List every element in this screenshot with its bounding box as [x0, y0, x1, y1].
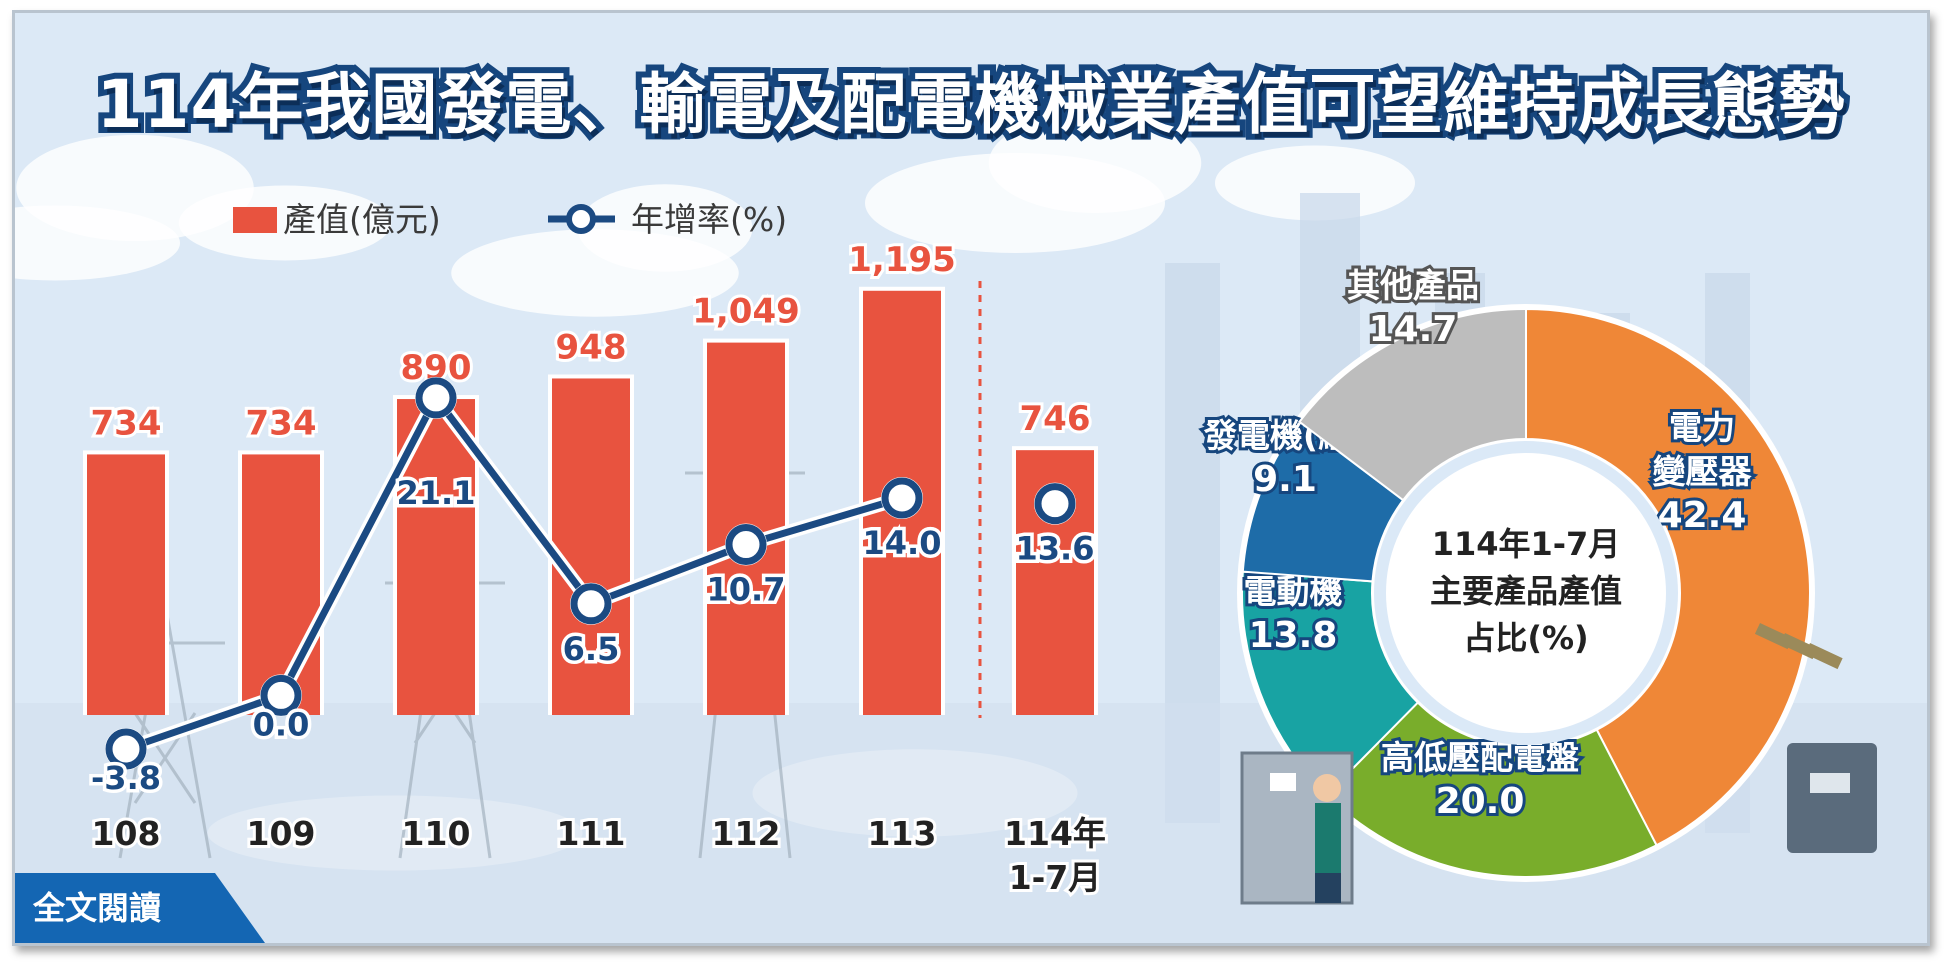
growth-value-label: 10.7 — [707, 571, 786, 609]
bushing-shape — [1804, 642, 1843, 670]
infographic-frame: 產值(億元) 年增率(%) 734 734 890 948 1,049 1,195 746 -3.… — [12, 10, 1930, 946]
growth-marker — [881, 477, 923, 519]
growth-marker — [260, 674, 302, 716]
growth-value-label: 21.1 — [397, 474, 476, 512]
donut-center-label: 主要產品產值 — [1430, 572, 1622, 610]
growth-marker — [570, 583, 612, 625]
donut-slice-label: 變壓器 — [1653, 452, 1753, 491]
combo-chart: 產值(億元) 年增率(%)734 7348909481,0491,195746-3.… — [83, 200, 1109, 900]
growth-marker — [1034, 483, 1076, 525]
donut-center-label: 占比(%) — [1463, 619, 1588, 657]
growth-value-label: -3.8 — [91, 759, 161, 797]
legend-label-line: 年增率(%) — [631, 200, 787, 239]
x-axis-label: 109 — [247, 814, 316, 853]
donut-slice-label: 9.1 — [1253, 459, 1317, 500]
legend-swatch-marker — [566, 204, 596, 234]
donut-slice-label: 20.0 — [1436, 781, 1525, 822]
growth-marker — [725, 524, 767, 566]
chart-canvas: 產值(億元) 年增率(%)734 7348909481,0491,195746-3.… — [15, 113, 1927, 943]
donut-slice-label: 電力 — [1669, 408, 1735, 447]
bar — [242, 454, 320, 715]
donut-center — [1386, 453, 1666, 733]
cloud-shape — [988, 113, 1202, 213]
bar-value-label: 1,049 — [692, 292, 800, 332]
legend-swatch-bar — [233, 207, 277, 233]
x-axis-label: 113 — [868, 814, 937, 853]
donut-center-label: 114年1-7月 — [1432, 525, 1621, 563]
growth-value-label: 14.0 — [863, 524, 942, 562]
chart-legend: 產值(億元) 年增率(%) — [233, 200, 787, 239]
x-axis-label: 114年 — [1004, 814, 1106, 853]
bar-value-label: 734 — [91, 403, 162, 443]
bar-value-label: 1,195 — [848, 240, 956, 280]
bar-value-label: 948 — [556, 327, 627, 367]
growth-marker — [415, 377, 457, 419]
x-axis-label: 108 — [92, 814, 161, 853]
donut-slice — [1241, 570, 1420, 797]
growth-line — [124, 394, 904, 753]
legend-label-bar: 產值(億元) — [283, 200, 441, 239]
worker-legs — [1315, 873, 1341, 903]
x-axis-label: 112 — [712, 814, 781, 853]
cloud-shape — [178, 185, 392, 261]
worker-head — [1313, 774, 1341, 802]
growth-value-label: 6.5 — [563, 630, 620, 668]
donut-slice-label: 其他產品 — [1347, 266, 1479, 305]
read-more-button[interactable]: 全文閱讀 — [15, 873, 265, 943]
switchgear-panel — [1270, 773, 1296, 791]
growth-value-label: 0.0 — [253, 705, 310, 743]
transformer-illustration — [1787, 743, 1877, 853]
illustrations — [1240, 622, 1877, 905]
donut-slice-label: 42.4 — [1658, 495, 1747, 536]
cloud-shape — [577, 184, 753, 272]
bar-value-label: 734 — [246, 403, 317, 443]
donut-slice — [1525, 307, 1811, 847]
transformer-plate — [1810, 773, 1850, 793]
donut-slice-label: 14.7 — [1369, 309, 1458, 350]
bar — [87, 454, 165, 715]
donut-slice — [1298, 307, 1527, 502]
bar-value-label: 746 — [1020, 399, 1091, 439]
donut-slice-label: 13.8 — [1249, 615, 1338, 656]
x-axis-label: 110 — [402, 814, 471, 853]
donut-slice-label: 高低壓配電盤 — [1381, 738, 1579, 777]
growth-value-label: 13.6 — [1016, 530, 1095, 568]
bar — [552, 378, 630, 715]
page-title: 114年我國發電、輸電及配電機械業產值可望維持成長態勢 — [91, 60, 1851, 149]
growth-marker — [105, 728, 147, 770]
donut-chart: 電力變壓器42.4高低壓配電盤20.0電動機13.8發電機(組)9.1其他產品1… — [1200, 263, 1815, 882]
x-axis-label: 111 — [557, 814, 626, 853]
worker-body — [1315, 803, 1341, 873]
x-axis-label: 1-7月 — [1009, 858, 1102, 897]
cloud-shape — [1215, 145, 1415, 221]
